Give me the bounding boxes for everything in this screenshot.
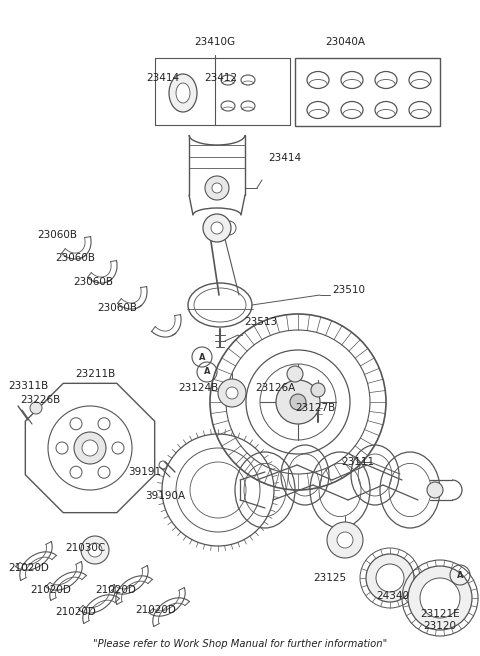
Text: 21020D: 21020D [95,585,136,595]
Text: 23126A: 23126A [255,383,295,393]
Text: 23510: 23510 [332,285,365,295]
Circle shape [327,522,363,558]
Text: 23414: 23414 [146,73,180,83]
Text: 21020D: 21020D [135,605,176,615]
Circle shape [211,222,223,234]
Text: 23060B: 23060B [55,253,95,263]
Text: 23111: 23111 [341,457,374,467]
Text: 23121E: 23121E [420,609,460,619]
Circle shape [81,536,109,564]
Circle shape [82,440,98,456]
Text: 23226B: 23226B [20,395,60,405]
Circle shape [203,214,231,242]
Text: "Please refer to Work Shop Manual for further information": "Please refer to Work Shop Manual for fu… [93,639,387,649]
Text: A: A [204,367,210,377]
Text: 23060B: 23060B [73,277,113,287]
Ellipse shape [169,74,197,112]
Circle shape [205,176,229,200]
Circle shape [366,554,414,602]
Text: 23127B: 23127B [295,403,335,413]
Circle shape [427,482,443,498]
Bar [295,58,440,126]
Text: 23040A: 23040A [325,37,365,47]
Text: 21020D: 21020D [55,607,96,617]
Text: 23060B: 23060B [37,230,77,240]
Text: 21030C: 21030C [65,543,105,553]
Text: 23311B: 23311B [8,381,48,391]
Circle shape [290,394,306,410]
Text: 39190A: 39190A [145,491,185,501]
Text: 39191: 39191 [129,467,162,477]
Text: A: A [457,571,463,579]
Circle shape [218,379,246,407]
Circle shape [376,564,404,592]
Text: 23060B: 23060B [97,303,137,313]
Text: A: A [199,352,205,361]
Text: 23414: 23414 [268,153,301,163]
Circle shape [311,383,325,397]
Text: 23410G: 23410G [194,37,236,47]
Text: 21020D: 21020D [8,563,49,573]
Circle shape [287,366,303,382]
Circle shape [212,183,222,193]
Text: 23513: 23513 [244,317,277,327]
Text: 24340: 24340 [376,591,409,601]
Circle shape [408,566,472,630]
Text: 23211B: 23211B [75,369,115,379]
Text: 21020D: 21020D [30,585,71,595]
Text: 23125: 23125 [313,573,347,583]
Ellipse shape [176,83,190,103]
Circle shape [420,578,460,618]
Circle shape [74,432,106,464]
Circle shape [30,402,42,414]
Text: 23124B: 23124B [178,383,218,393]
Circle shape [88,543,102,557]
Text: 23412: 23412 [204,73,238,83]
Circle shape [337,532,353,548]
Circle shape [276,380,320,424]
Circle shape [226,387,238,399]
Text: 23120: 23120 [423,621,456,631]
